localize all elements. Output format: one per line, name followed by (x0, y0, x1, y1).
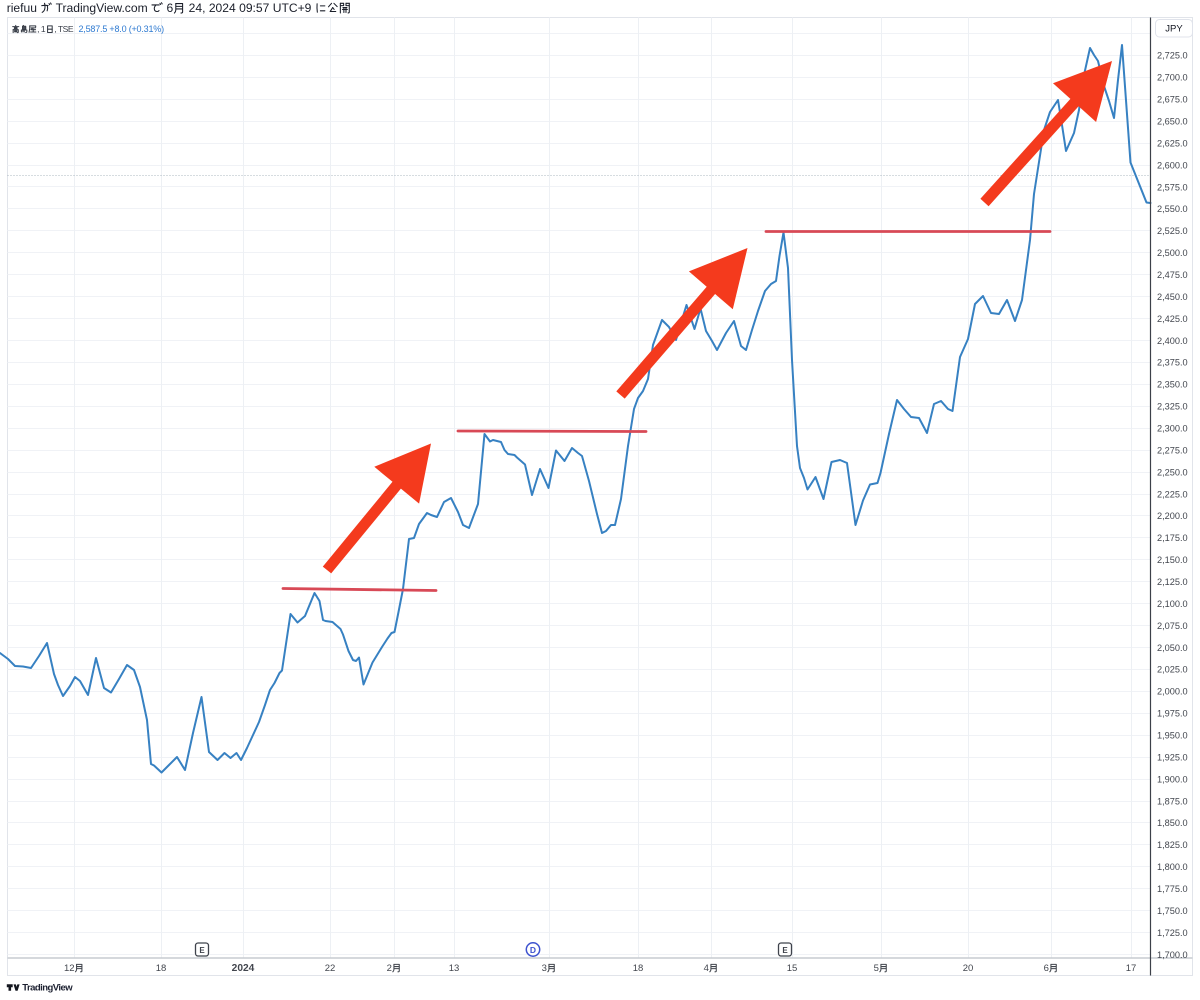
svg-text:2,150.0: 2,150.0 (1157, 555, 1188, 565)
svg-text:6: 6 (163, 1, 173, 15)
svg-text:2,675.0: 2,675.0 (1157, 95, 1188, 105)
svg-text:2,425.0: 2,425.0 (1157, 314, 1188, 324)
svg-text:2,500.0: 2,500.0 (1157, 248, 1188, 258)
svg-text:riefuu: riefuu (7, 1, 41, 15)
svg-text:, TSE: , TSE (54, 24, 74, 34)
svg-text:1,925.0: 1,925.0 (1157, 753, 1188, 763)
svg-text:17: 17 (1126, 963, 1137, 974)
svg-text:2,325.0: 2,325.0 (1157, 402, 1188, 412)
svg-text:2,600.0: 2,600.0 (1157, 160, 1188, 170)
svg-text:2: 2 (387, 963, 392, 974)
svg-text:2,000.0: 2,000.0 (1157, 687, 1188, 697)
svg-text:1,975.0: 1,975.0 (1157, 709, 1188, 719)
svg-text:2,650.0: 2,650.0 (1157, 117, 1188, 127)
svg-text:2,100.0: 2,100.0 (1157, 599, 1188, 609)
svg-text:2,475.0: 2,475.0 (1157, 270, 1188, 280)
svg-text:2,575.0: 2,575.0 (1157, 182, 1188, 192)
svg-text:D: D (530, 945, 536, 955)
svg-text:13: 13 (449, 963, 460, 974)
svg-text:15: 15 (787, 963, 798, 974)
svg-text:2,275.0: 2,275.0 (1157, 445, 1188, 455)
svg-text:22: 22 (325, 963, 336, 974)
svg-text:1,950.0: 1,950.0 (1157, 731, 1188, 741)
svg-text:1,725.0: 1,725.0 (1157, 928, 1188, 938)
svg-text:18: 18 (633, 963, 644, 974)
svg-text:5: 5 (874, 963, 879, 974)
svg-text:1,750.0: 1,750.0 (1157, 906, 1188, 916)
svg-text:E: E (782, 946, 788, 955)
svg-text:1,800.0: 1,800.0 (1157, 862, 1188, 872)
svg-text:2,025.0: 2,025.0 (1157, 665, 1188, 675)
svg-text:20: 20 (963, 963, 974, 974)
svg-text:12: 12 (64, 963, 75, 974)
svg-text:6: 6 (1044, 963, 1049, 974)
svg-text:2,375.0: 2,375.0 (1157, 358, 1188, 368)
svg-text:E: E (199, 946, 205, 955)
svg-text:2,175.0: 2,175.0 (1157, 533, 1188, 543)
svg-text:2,350.0: 2,350.0 (1157, 380, 1188, 390)
svg-text:2,250.0: 2,250.0 (1157, 467, 1188, 477)
svg-text:JPY: JPY (1165, 24, 1183, 35)
svg-text:1,775.0: 1,775.0 (1157, 884, 1188, 894)
svg-text:1,875.0: 1,875.0 (1157, 796, 1188, 806)
svg-text:1,850.0: 1,850.0 (1157, 818, 1188, 828)
svg-text:2,400.0: 2,400.0 (1157, 336, 1188, 346)
svg-text:1,900.0: 1,900.0 (1157, 774, 1188, 784)
svg-text:24, 2024 09:57 UTC+9: 24, 2024 09:57 UTC+9 (185, 1, 314, 15)
svg-text:2,200.0: 2,200.0 (1157, 511, 1188, 521)
svg-text:2,225.0: 2,225.0 (1157, 489, 1188, 499)
svg-text:2,525.0: 2,525.0 (1157, 226, 1188, 236)
svg-text:2,725.0: 2,725.0 (1157, 51, 1188, 61)
svg-text:TradingView.com: TradingView.com (52, 1, 151, 15)
svg-text:2,050.0: 2,050.0 (1157, 643, 1188, 653)
svg-text:2,075.0: 2,075.0 (1157, 621, 1188, 631)
svg-text:2,700.0: 2,700.0 (1157, 73, 1188, 83)
svg-text:TradingView: TradingView (22, 983, 73, 994)
svg-text:, 1: , 1 (37, 24, 46, 34)
svg-text:2,550.0: 2,550.0 (1157, 204, 1188, 214)
svg-text:1,825.0: 1,825.0 (1157, 840, 1188, 850)
svg-text:2,125.0: 2,125.0 (1157, 577, 1188, 587)
svg-text:2,300.0: 2,300.0 (1157, 424, 1188, 434)
svg-text:3: 3 (542, 963, 547, 974)
svg-text:4: 4 (704, 963, 709, 974)
svg-text:18: 18 (156, 963, 167, 974)
svg-text:1,700.0: 1,700.0 (1157, 950, 1188, 960)
svg-text:2,625.0: 2,625.0 (1157, 138, 1188, 148)
svg-text:2,450.0: 2,450.0 (1157, 292, 1188, 302)
svg-text:2024: 2024 (232, 963, 255, 974)
svg-text:2,587.5 +8.0 (+0.31%): 2,587.5 +8.0 (+0.31%) (79, 24, 165, 34)
